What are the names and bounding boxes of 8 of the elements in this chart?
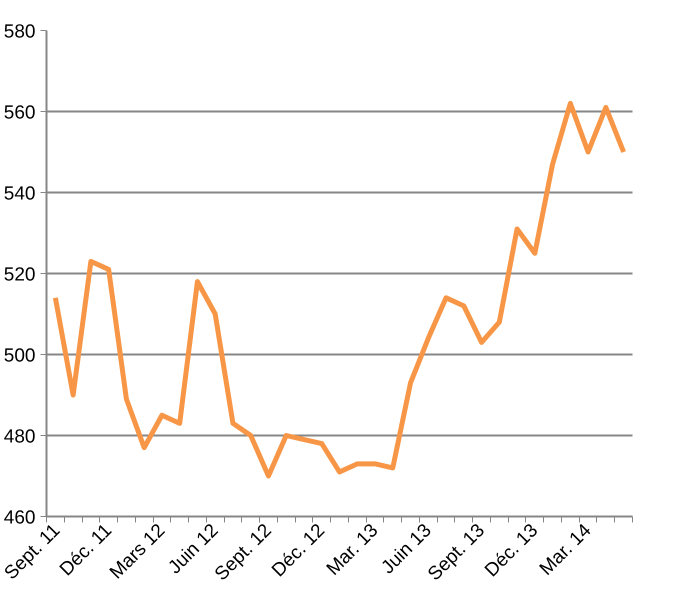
x-tick-label: Mar. 14 xyxy=(536,520,596,580)
y-tick-label: 580 xyxy=(4,22,36,42)
y-tick-label: 540 xyxy=(4,184,36,204)
y-tick-label: 500 xyxy=(4,346,36,366)
y-tick-label: 520 xyxy=(4,264,36,286)
y-tick-label: 560 xyxy=(4,102,36,124)
y-tick-label: 480 xyxy=(4,426,36,448)
y-tick-label: 460 xyxy=(4,508,36,528)
